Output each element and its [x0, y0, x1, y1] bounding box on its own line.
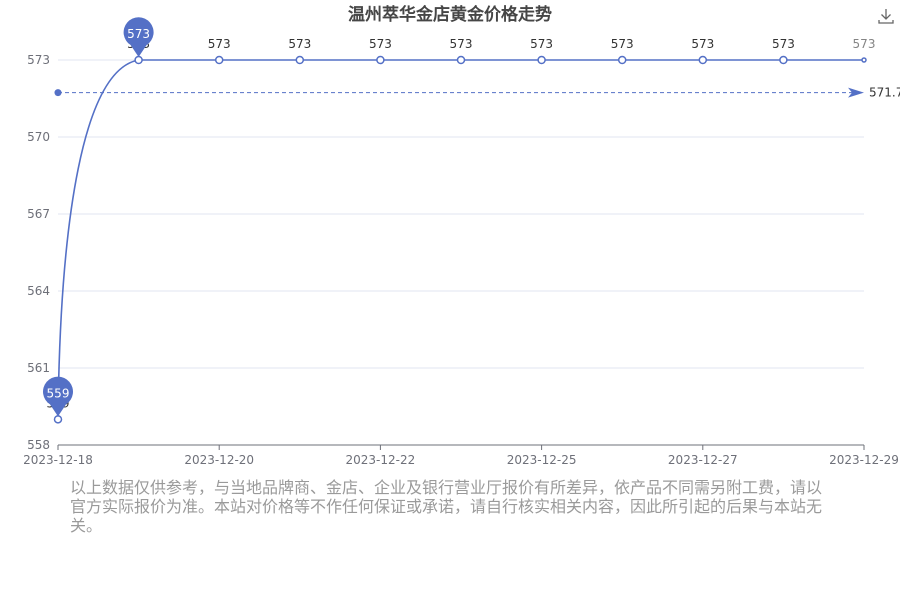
- series-line-group: [57, 59, 864, 420]
- data-point: [537, 55, 546, 65]
- data-points: [53, 55, 867, 424]
- series-line: [57, 59, 864, 420]
- y-tick-label: 570: [27, 130, 50, 144]
- x-tick-label: 2023-12-22: [346, 453, 416, 467]
- average-line-group: 571.73: [54, 86, 900, 100]
- min-markpoint-label: 559: [47, 386, 70, 400]
- data-point: [779, 55, 788, 65]
- max-markpoint-label: 573: [127, 27, 150, 41]
- average-line-arrow: [848, 87, 864, 98]
- y-tick-label: 564: [27, 284, 50, 298]
- data-point: [134, 55, 143, 65]
- x-axis-tick-labels: 2023-12-18 2023-12-20 2023-12-22 2023-12-25…: [23, 453, 899, 467]
- x-axis: [57, 444, 865, 450]
- data-label: 573: [369, 37, 392, 51]
- y-tick-label: 567: [27, 207, 50, 221]
- max-markpoint-pin: [123, 17, 154, 57]
- data-label: 573: [288, 37, 311, 51]
- data-point: [376, 55, 385, 65]
- disclaimer-text: 以上数据仅供参考，与当地品牌商、金店、企业及银行营业厅报价有所差异，依产品不同需…: [70, 478, 823, 535]
- data-label: 573: [450, 37, 473, 51]
- data-point: [214, 55, 224, 65]
- data-point: [698, 55, 708, 65]
- data-label: 573: [691, 37, 714, 51]
- markpoint-pins: 573 559: [43, 17, 154, 417]
- data-label: 573: [772, 37, 795, 51]
- data-point: [53, 415, 63, 424]
- chart-title: 温州萃华金店黄金价格走势: [348, 4, 552, 25]
- x-tick-label: 2023-12-25: [507, 453, 577, 467]
- x-tick-label: 2023-12-18: [23, 453, 93, 467]
- min-markpoint-pin: [43, 376, 73, 417]
- data-point: [861, 57, 867, 63]
- data-label: 573: [611, 37, 634, 51]
- data-label: 573: [530, 37, 553, 51]
- average-line-label: 571.73: [869, 86, 900, 100]
- y-tick-label: 573: [27, 53, 50, 67]
- y-axis-tick-labels: 558 561 564 567 570 573: [27, 53, 50, 452]
- data-label: 573: [208, 37, 231, 51]
- data-point: [617, 55, 627, 65]
- y-tick-label: 561: [27, 361, 50, 375]
- y-tick-label: 558: [27, 438, 50, 452]
- data-label: 573: [853, 37, 876, 51]
- download-icon[interactable]: [876, 6, 896, 26]
- x-tick-label: 2023-12-20: [184, 453, 254, 467]
- x-tick-label: 2023-12-27: [668, 453, 738, 467]
- data-point: [295, 55, 305, 65]
- data-point: [456, 55, 466, 65]
- x-tick-label: 2023-12-29: [829, 453, 899, 467]
- grid-lines: [58, 59, 864, 369]
